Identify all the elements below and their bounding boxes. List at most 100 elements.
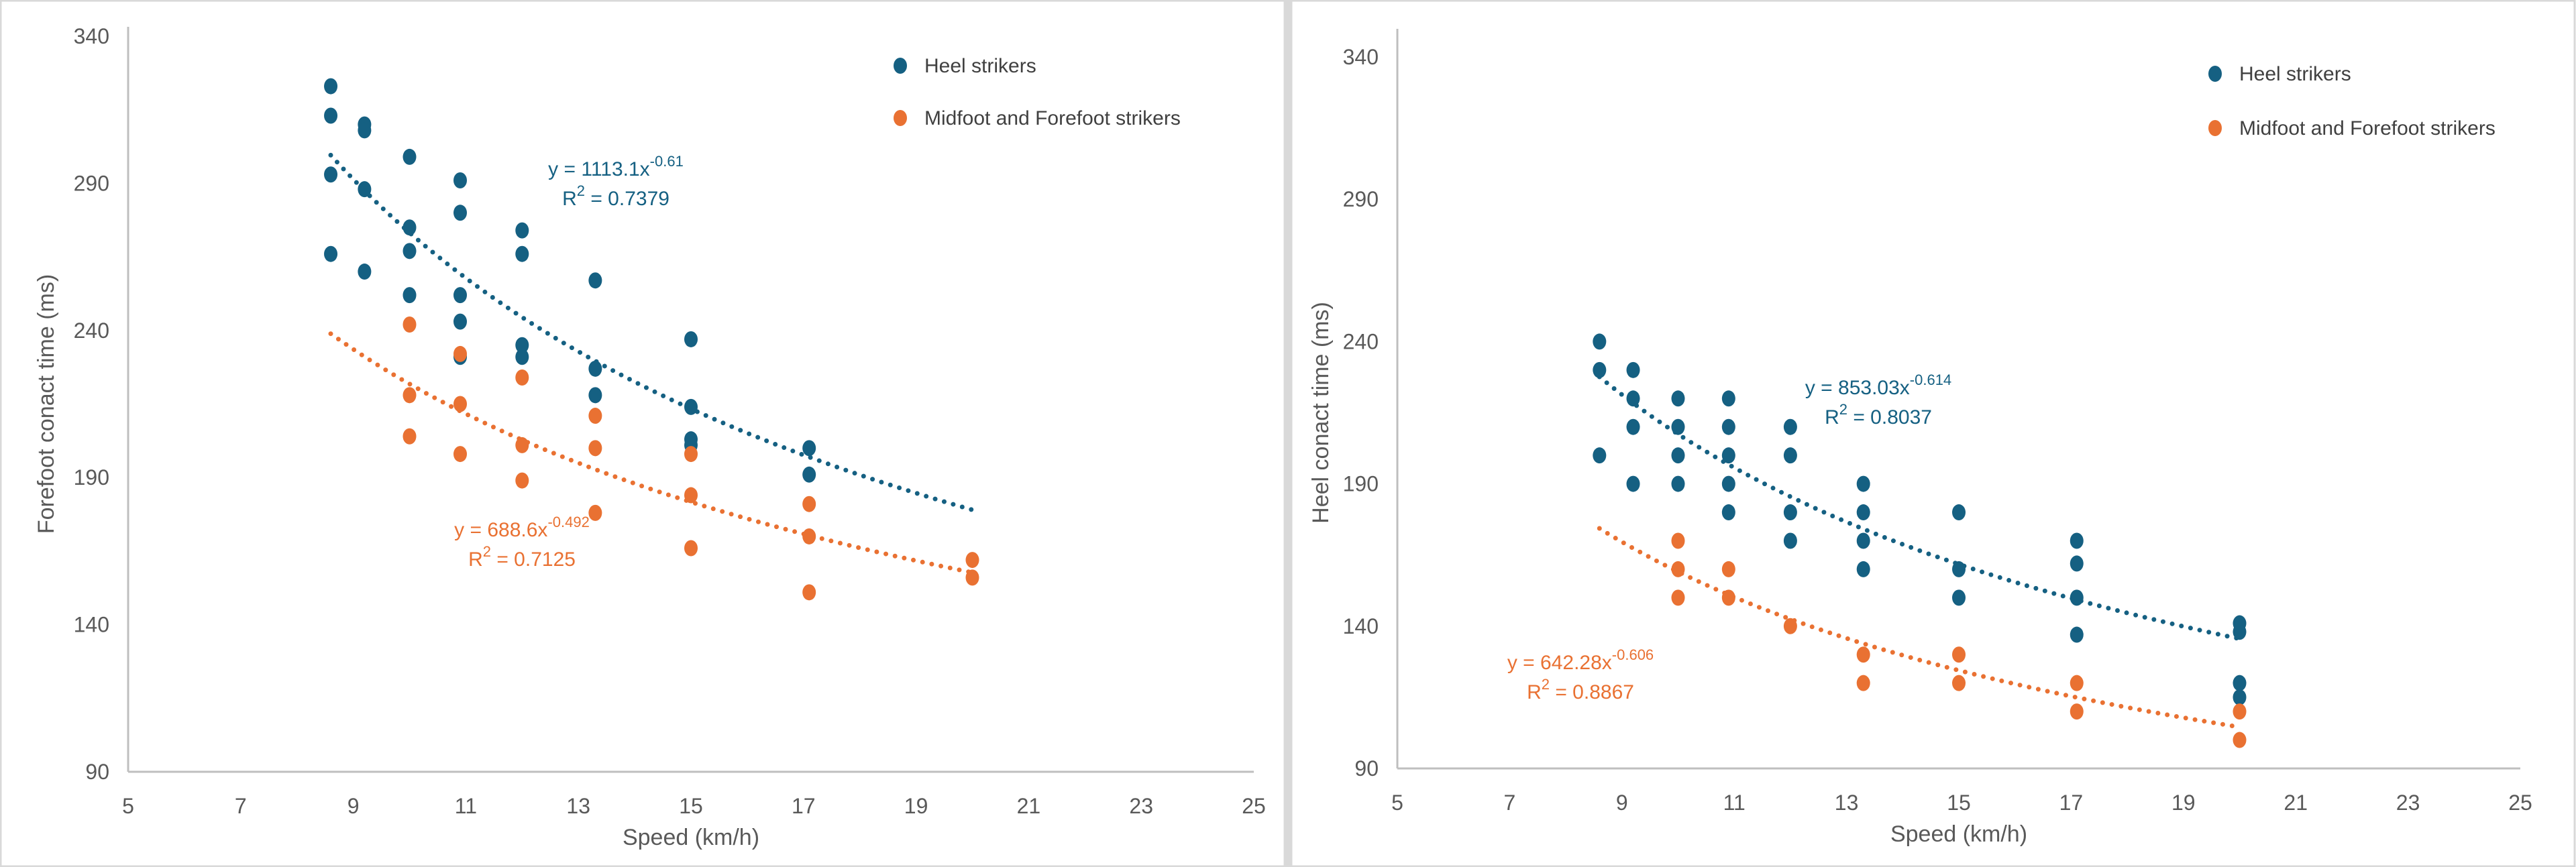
- equation-text: y = 1113.1x: [548, 158, 650, 180]
- y-tick-label: 140: [74, 613, 109, 637]
- data-point: [1721, 390, 1735, 407]
- legend-label: Heel strikers: [2239, 63, 2351, 85]
- r2-value: = 0.7125: [491, 548, 576, 571]
- forefoot-contact-time-chart: 5 7 9 11 13 15 17 19 21 23 25 90 140 190 240 290 340 Spee…: [34, 24, 1266, 850]
- legend-label: Midfoot and Forefoot strikers: [924, 107, 1181, 129]
- trendline-r-squared: R2 = 0.8867: [1527, 676, 1634, 703]
- y-tick-label: 90: [85, 760, 109, 784]
- trendline: [1597, 374, 2242, 642]
- y-axis-title: Forefoot conact time (ms): [34, 274, 59, 534]
- data-point: [1671, 447, 1685, 464]
- x-tick-label: 17: [2059, 791, 2084, 815]
- legend-item[interactable]: Midfoot and Forefoot strikers: [894, 107, 1181, 129]
- data-point: [1721, 447, 1735, 464]
- data-point: [1721, 561, 1735, 577]
- data-point: [324, 78, 338, 95]
- trendline-equation: y = 688.6x-0.492: [454, 514, 590, 541]
- data-point: [358, 122, 372, 139]
- data-point: [2070, 532, 2084, 549]
- data-point: [1671, 561, 1685, 577]
- data-point: [1952, 504, 1966, 521]
- legend-label: Midfoot and Forefoot strikers: [2239, 117, 2496, 139]
- x-tick-label: 5: [1391, 791, 1403, 815]
- data-point: [402, 428, 417, 445]
- data-point: [515, 337, 529, 353]
- trendline-r-squared: R2 = 0.7379: [562, 182, 669, 210]
- data-point: [515, 245, 529, 262]
- data-point: [515, 437, 529, 453]
- x-tick-label: 7: [235, 794, 247, 818]
- trendline-r-squared: R2 = 0.7125: [468, 543, 576, 571]
- trendline-equation: y = 1113.1x-0.61: [548, 153, 684, 180]
- trendline: [328, 152, 975, 512]
- data-point: [2070, 589, 2084, 606]
- y-tick-label: 240: [1343, 329, 1379, 353]
- x-tick-label: 7: [1504, 791, 1516, 815]
- data-point: [1952, 646, 1966, 663]
- trendline: [1597, 526, 2242, 730]
- data-point: [1721, 589, 1735, 606]
- data-point: [402, 243, 417, 259]
- x-axis-title: Speed (km/h): [1890, 821, 2027, 847]
- y-tick-label: 240: [74, 319, 109, 343]
- legend-item[interactable]: Heel strikers: [2208, 63, 2351, 85]
- data-point: [1783, 504, 1797, 521]
- data-point: [453, 313, 468, 330]
- y-tick-label: 290: [74, 171, 109, 195]
- data-point: [1671, 589, 1685, 606]
- x-tick-label: 5: [122, 794, 134, 818]
- x-tick-label: 13: [1835, 791, 1859, 815]
- x-tick-label: 11: [455, 794, 477, 818]
- data-point: [1856, 561, 1870, 577]
- x-tick-label: 15: [679, 794, 703, 818]
- x-tick-label: 13: [566, 794, 590, 818]
- trendline-equation: y = 642.28x-0.606: [1507, 646, 1654, 674]
- data-point: [1626, 475, 1640, 492]
- data-point: [2070, 626, 2084, 643]
- data-point: [1783, 447, 1797, 464]
- data-point: [802, 528, 816, 544]
- data-point: [2070, 555, 2084, 572]
- legend-item[interactable]: Midfoot and Forefoot strikers: [2208, 117, 2496, 139]
- data-point: [1721, 475, 1735, 492]
- x-tick-label: 11: [1723, 791, 1746, 815]
- equation-text: y = 688.6x: [454, 519, 547, 541]
- trendline-r-squared: R2 = 0.8037: [1825, 401, 1932, 428]
- r2-label: R: [1825, 406, 1839, 428]
- data-point: [1671, 390, 1685, 407]
- data-point: [324, 166, 338, 183]
- data-point: [588, 360, 602, 377]
- r2-label: R: [562, 188, 577, 210]
- data-point: [453, 287, 468, 304]
- x-axis-title: Speed (km/h): [623, 825, 759, 850]
- legend-marker: [2208, 120, 2222, 136]
- legend-marker: [2208, 66, 2222, 82]
- x-tick-label: 9: [347, 794, 360, 818]
- legend-item[interactable]: Heel strikers: [894, 55, 1036, 77]
- data-point: [453, 172, 468, 189]
- r2-superscript: 2: [1839, 401, 1847, 418]
- data-point: [965, 552, 979, 569]
- data-point: [802, 440, 816, 457]
- equation-exponent: -0.61: [650, 153, 684, 170]
- r2-value: = 0.8867: [1550, 681, 1634, 703]
- data-point: [588, 408, 602, 424]
- data-point: [2233, 624, 2247, 640]
- data-point: [515, 222, 529, 239]
- data-point: [515, 349, 529, 365]
- data-point: [324, 107, 338, 124]
- r2-superscript: 2: [483, 543, 491, 560]
- data-point: [453, 345, 468, 362]
- data-point: [684, 398, 698, 415]
- data-point: [588, 387, 602, 404]
- trendline: [328, 331, 975, 575]
- x-tick-label: 9: [1616, 791, 1628, 815]
- data-point: [1856, 675, 1870, 691]
- x-tick-label: 21: [1017, 794, 1041, 818]
- data-point: [402, 148, 417, 165]
- data-point: [1856, 475, 1870, 492]
- data-point: [684, 487, 698, 504]
